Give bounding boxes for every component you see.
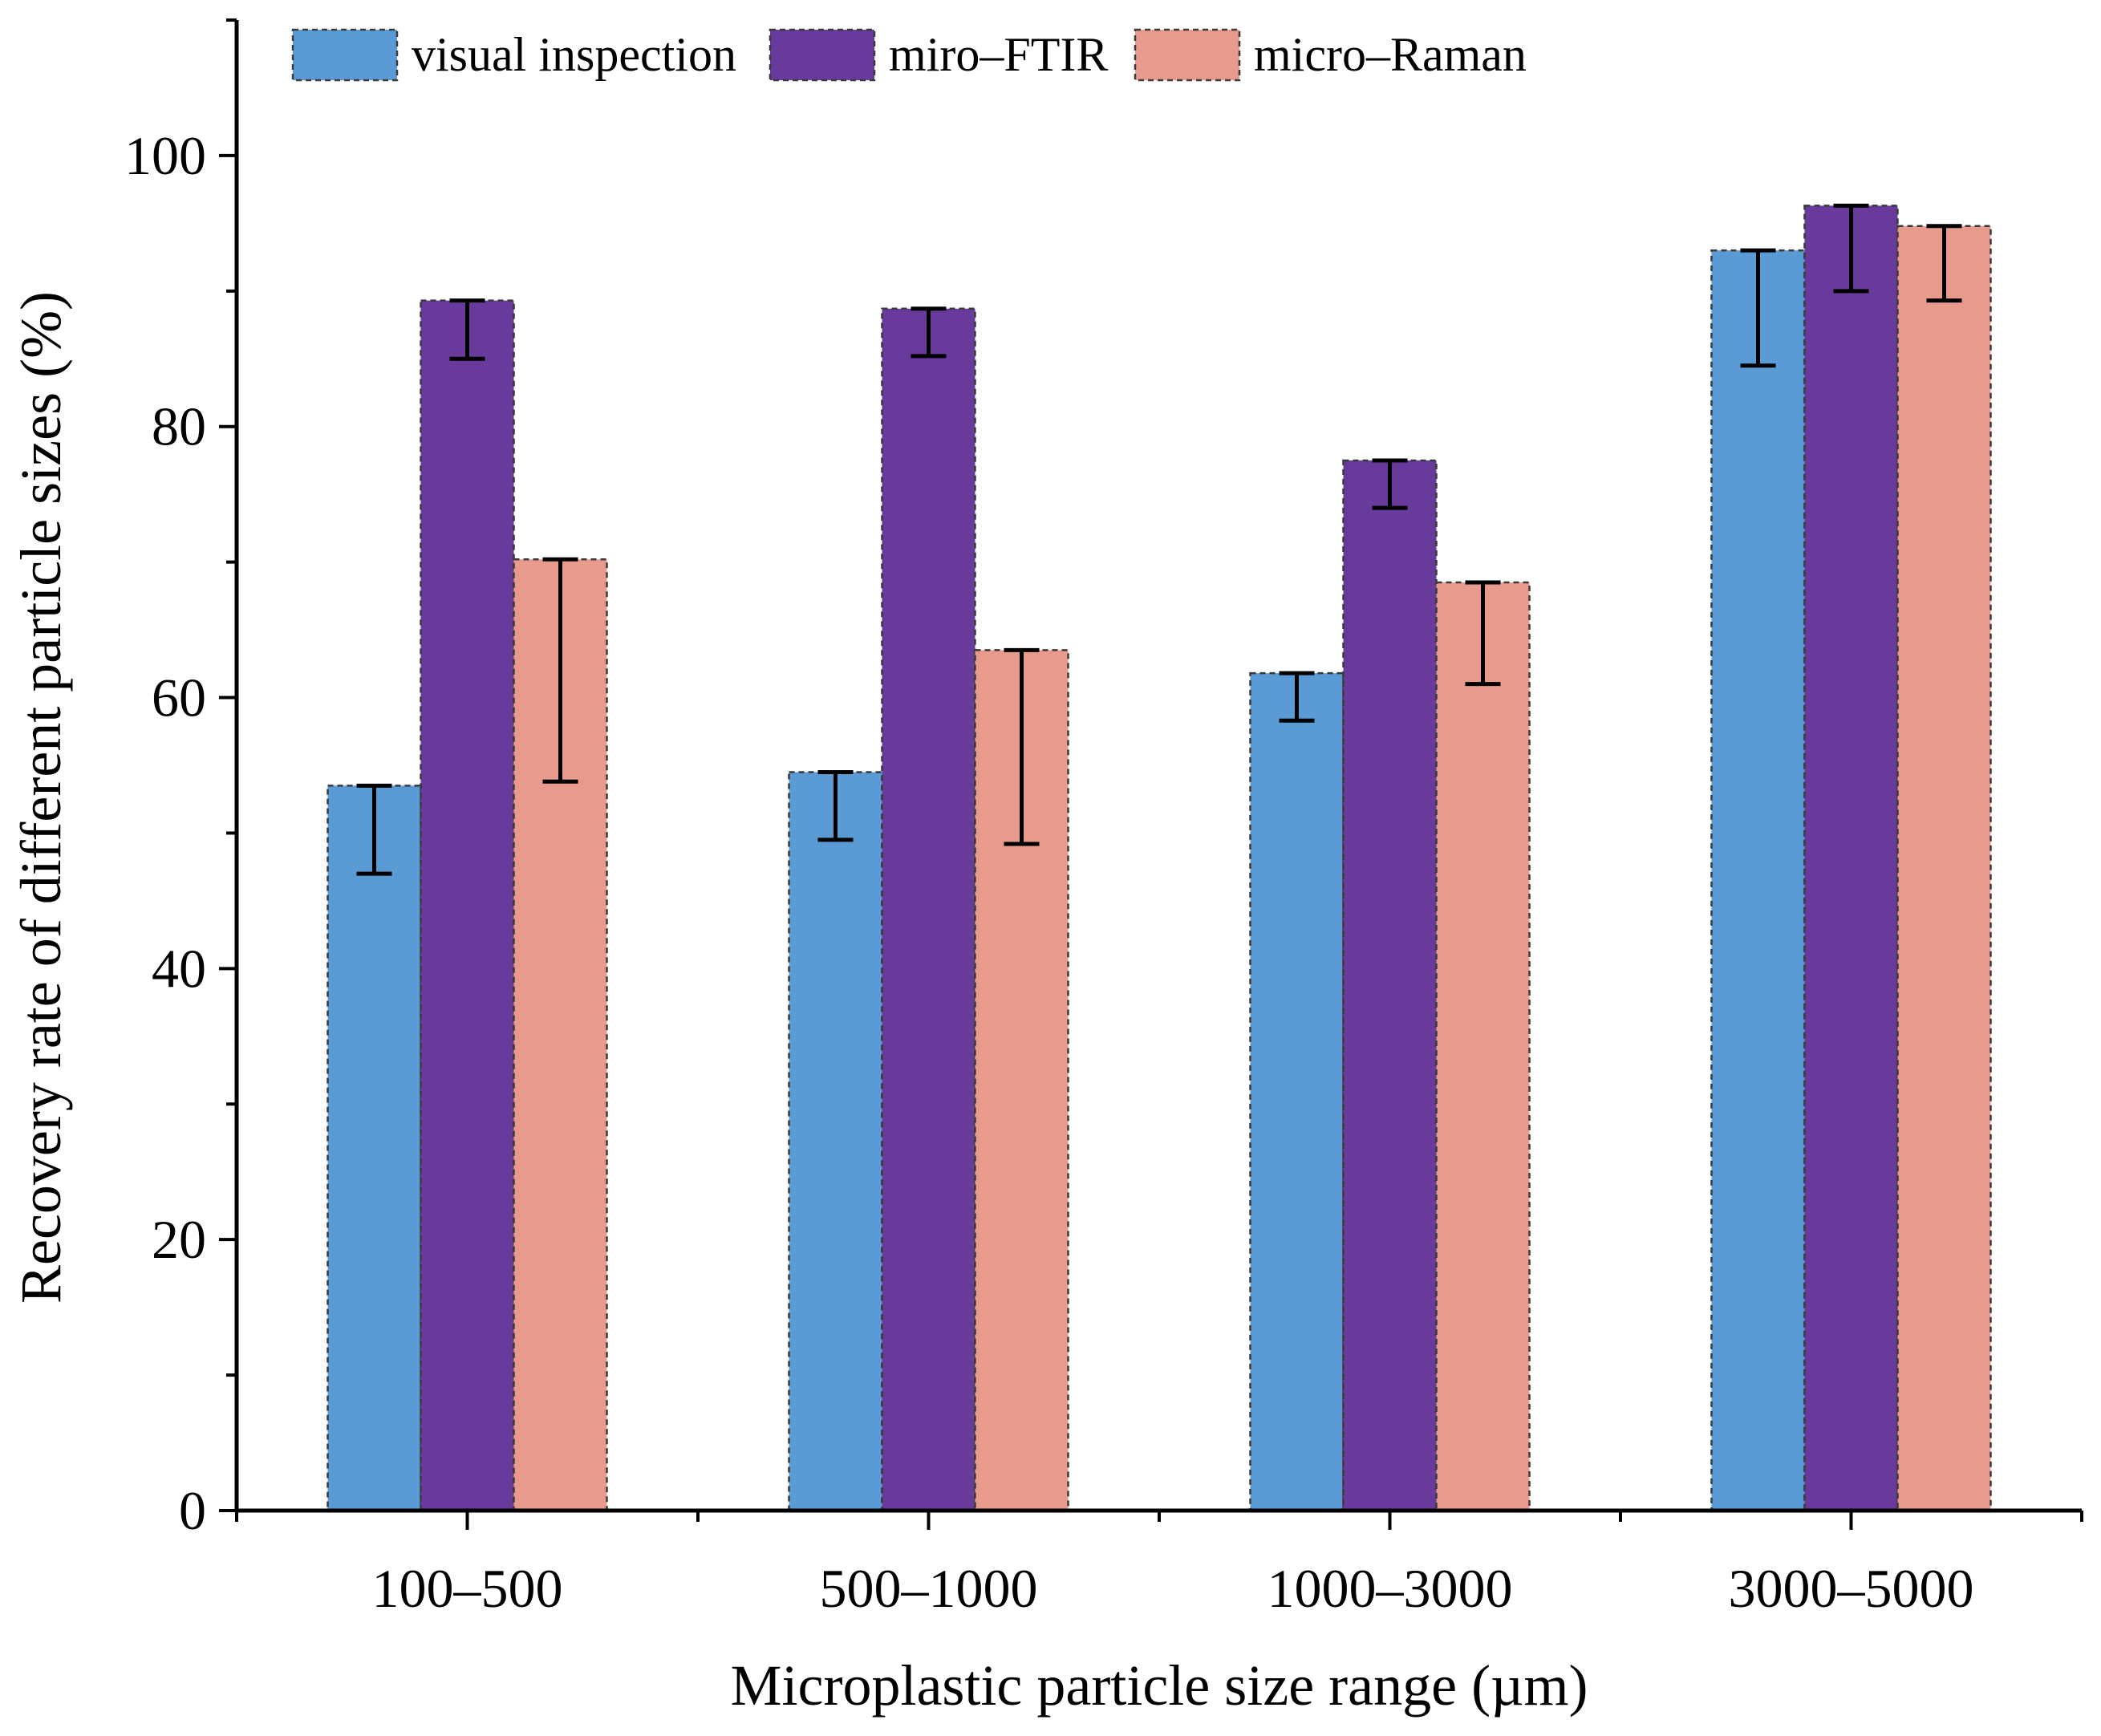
bar [1710, 249, 1806, 1512]
x-tick-label: 3000–5000 [1729, 1558, 1974, 1619]
legend-label: visual inspection [412, 28, 736, 81]
y-tick-label: 80 [152, 396, 206, 457]
y-tick-label: 60 [152, 667, 206, 728]
bar [1803, 205, 1899, 1512]
x-ticks: 100–500 500–1000 1000–3000 3000–5000 [235, 1511, 2083, 1619]
bar [1249, 671, 1345, 1512]
y-ticks: 0 20 40 60 80 100 [124, 18, 237, 1541]
bar [420, 299, 515, 1512]
bars-layer [327, 205, 1992, 1512]
legend-label: miro–FTIR [889, 28, 1108, 81]
legend-swatch [291, 28, 399, 82]
legend-label: micro–Raman [1254, 28, 1527, 81]
x-tick-label: 1000–3000 [1267, 1558, 1513, 1619]
error-bars-layer [356, 203, 1962, 876]
y-axis-title: Recovery rate of different particle size… [9, 291, 73, 1304]
y-tick-label: 20 [152, 1209, 206, 1270]
x-axis-title: Microplastic particle size range (µm) [730, 1653, 1588, 1718]
y-tick-label: 100 [124, 125, 206, 186]
bar [788, 771, 883, 1512]
y-tick-label: 0 [179, 1480, 206, 1541]
bar [1435, 581, 1531, 1512]
bar [881, 307, 976, 1512]
y-tick-label: 40 [152, 938, 206, 999]
legend: visual inspection miro–FTIR micro–Raman [291, 28, 1527, 82]
bar [1896, 225, 1992, 1512]
x-tick-label: 500–1000 [820, 1558, 1038, 1619]
legend-swatch [1134, 28, 1241, 82]
x-tick-label: 100–500 [372, 1558, 563, 1619]
legend-swatch [769, 28, 876, 82]
bar [1342, 459, 1438, 1512]
bar [327, 785, 422, 1512]
